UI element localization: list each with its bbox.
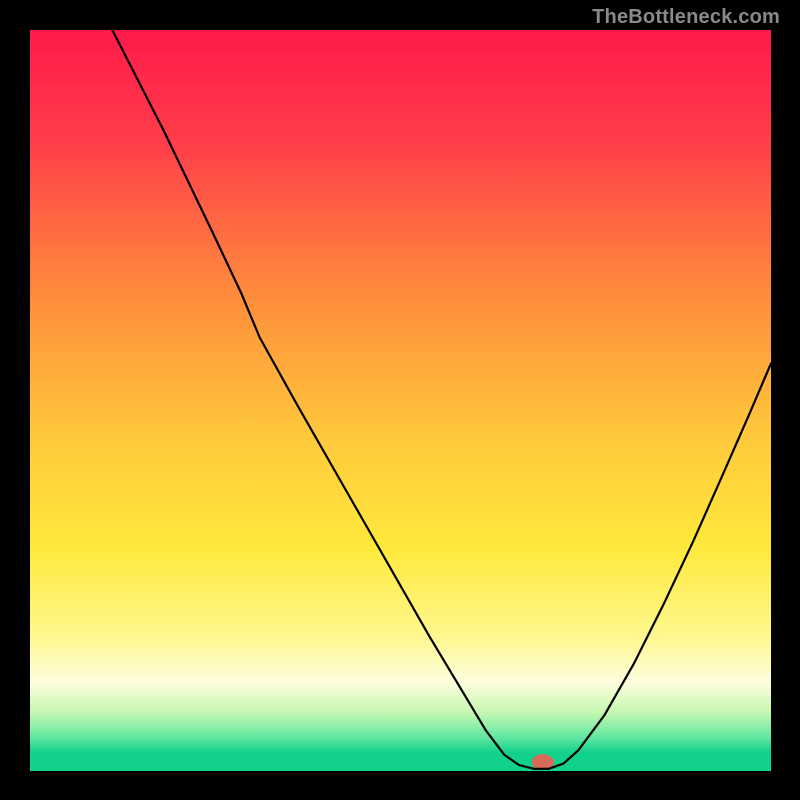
bottleneck-chart: [0, 0, 800, 800]
chart-container: TheBottleneck.com: [0, 0, 800, 800]
gradient-background: [30, 30, 771, 771]
watermark-text: TheBottleneck.com: [592, 6, 780, 29]
